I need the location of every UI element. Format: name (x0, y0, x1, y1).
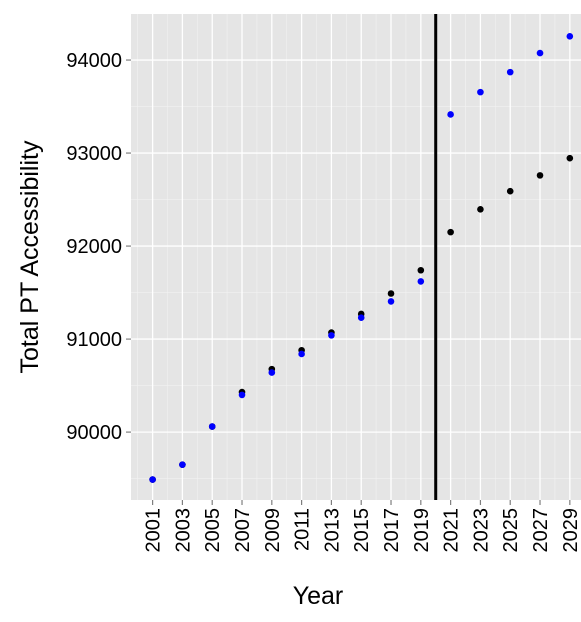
x-tick-label: 2023 (470, 508, 492, 553)
x-tick-label: 2003 (172, 508, 194, 553)
point (387, 298, 395, 305)
x-tick-label: 2017 (381, 508, 403, 553)
x-tick-label: 2019 (411, 508, 433, 553)
point (477, 88, 484, 96)
point (506, 68, 514, 76)
point (387, 290, 395, 297)
point (447, 111, 454, 118)
point (447, 228, 454, 236)
point (417, 266, 425, 274)
point (179, 461, 186, 468)
x-tick-label: 2015 (351, 508, 373, 553)
point (566, 33, 574, 40)
y-tick-label: 92000 (66, 236, 122, 258)
x-tick-label: 2013 (321, 508, 343, 553)
point (208, 423, 216, 430)
x-tick-label: 2029 (560, 508, 581, 553)
plot-background (131, 14, 581, 500)
y-axis-title: Total PT Accessibility (16, 140, 44, 373)
x-tick-label: 2011 (292, 508, 314, 551)
y-tick-label: 93000 (66, 143, 122, 165)
point (477, 206, 484, 213)
point (298, 350, 305, 358)
point (506, 187, 514, 195)
x-tick-label: 2001 (143, 508, 165, 553)
x-tick-label: 2009 (262, 508, 284, 553)
y-tick-label: 91000 (66, 329, 122, 351)
y-tick-label: 94000 (66, 50, 122, 72)
point (149, 476, 156, 483)
x-tick-label: 2007 (232, 508, 254, 553)
point (268, 369, 276, 376)
point (536, 49, 544, 57)
x-tick-label: 2021 (441, 508, 463, 553)
x-tick-label: 2027 (530, 508, 552, 553)
point (417, 278, 425, 285)
point (536, 172, 544, 179)
x-tick-label: 2025 (500, 508, 522, 553)
point (357, 314, 365, 321)
point (328, 332, 335, 339)
y-tick-label: 90000 (66, 422, 122, 444)
point (566, 154, 574, 162)
point (238, 391, 246, 399)
x-tick-label: 2005 (202, 508, 224, 553)
x-axis-title: Year (293, 582, 344, 610)
